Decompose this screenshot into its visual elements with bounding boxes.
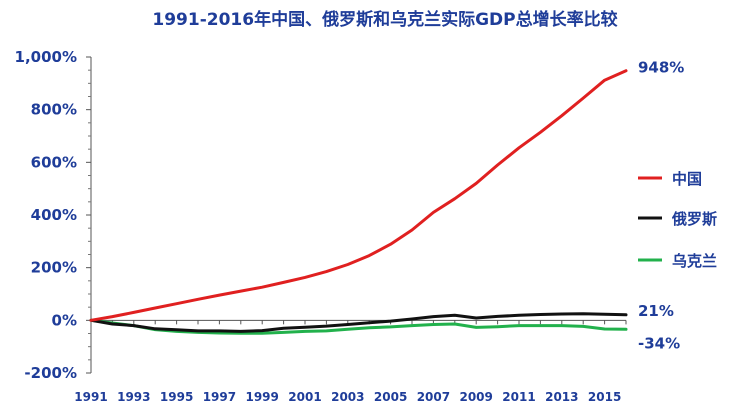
y-tick-label: 1,000%: [15, 48, 77, 66]
end-labels: 948% 21% -34%: [638, 59, 684, 353]
y-axis: -200% 0% 200% 400% 600% 800% 1,000%: [15, 48, 92, 382]
legend-label: 乌克兰: [672, 252, 717, 270]
legend-label: 中国: [672, 170, 702, 188]
series-line-1: [89, 312, 628, 333]
x-tick-label: 1991: [74, 390, 107, 404]
x-tick-label: 2013: [545, 390, 578, 404]
x-tick-label: 2001: [288, 390, 321, 404]
x-axis: 1991 1993 1995 1997 1999 2001 2003 2005 2007 2009…: [74, 319, 627, 404]
x-tick-label: 1995: [160, 390, 193, 404]
series-end-label: 948%: [638, 59, 684, 77]
x-tick-label: 1997: [203, 390, 236, 404]
x-tick-label: 2003: [331, 390, 364, 404]
x-tick-label: 2011: [502, 390, 535, 404]
chart-title: 1991-2016年中国、俄罗斯和乌克兰实际GDP总增长率比较: [152, 9, 617, 30]
x-tick-label: 1993: [117, 390, 150, 404]
y-tick-label: 600%: [31, 153, 77, 171]
y-tick-label: 200%: [31, 259, 77, 277]
series-end-label: -34%: [638, 334, 680, 352]
series-line-0: [89, 69, 628, 322]
series-line-2: [89, 318, 628, 335]
y-tick-label: 0%: [52, 311, 77, 329]
series-end-label: 21%: [638, 302, 674, 320]
x-tick-label: 2007: [417, 390, 450, 404]
series-lines: [89, 69, 628, 335]
y-tick-label: 800%: [31, 101, 77, 119]
y-tick-label: 400%: [31, 206, 77, 224]
x-tick-label: 2015: [588, 390, 621, 404]
x-tick-label: 2005: [374, 390, 407, 404]
y-tick-label: -200%: [24, 364, 77, 382]
x-tick-label: 2009: [459, 390, 492, 404]
x-tick-label: 1999: [245, 390, 278, 404]
legend-label: 俄罗斯: [671, 210, 717, 228]
